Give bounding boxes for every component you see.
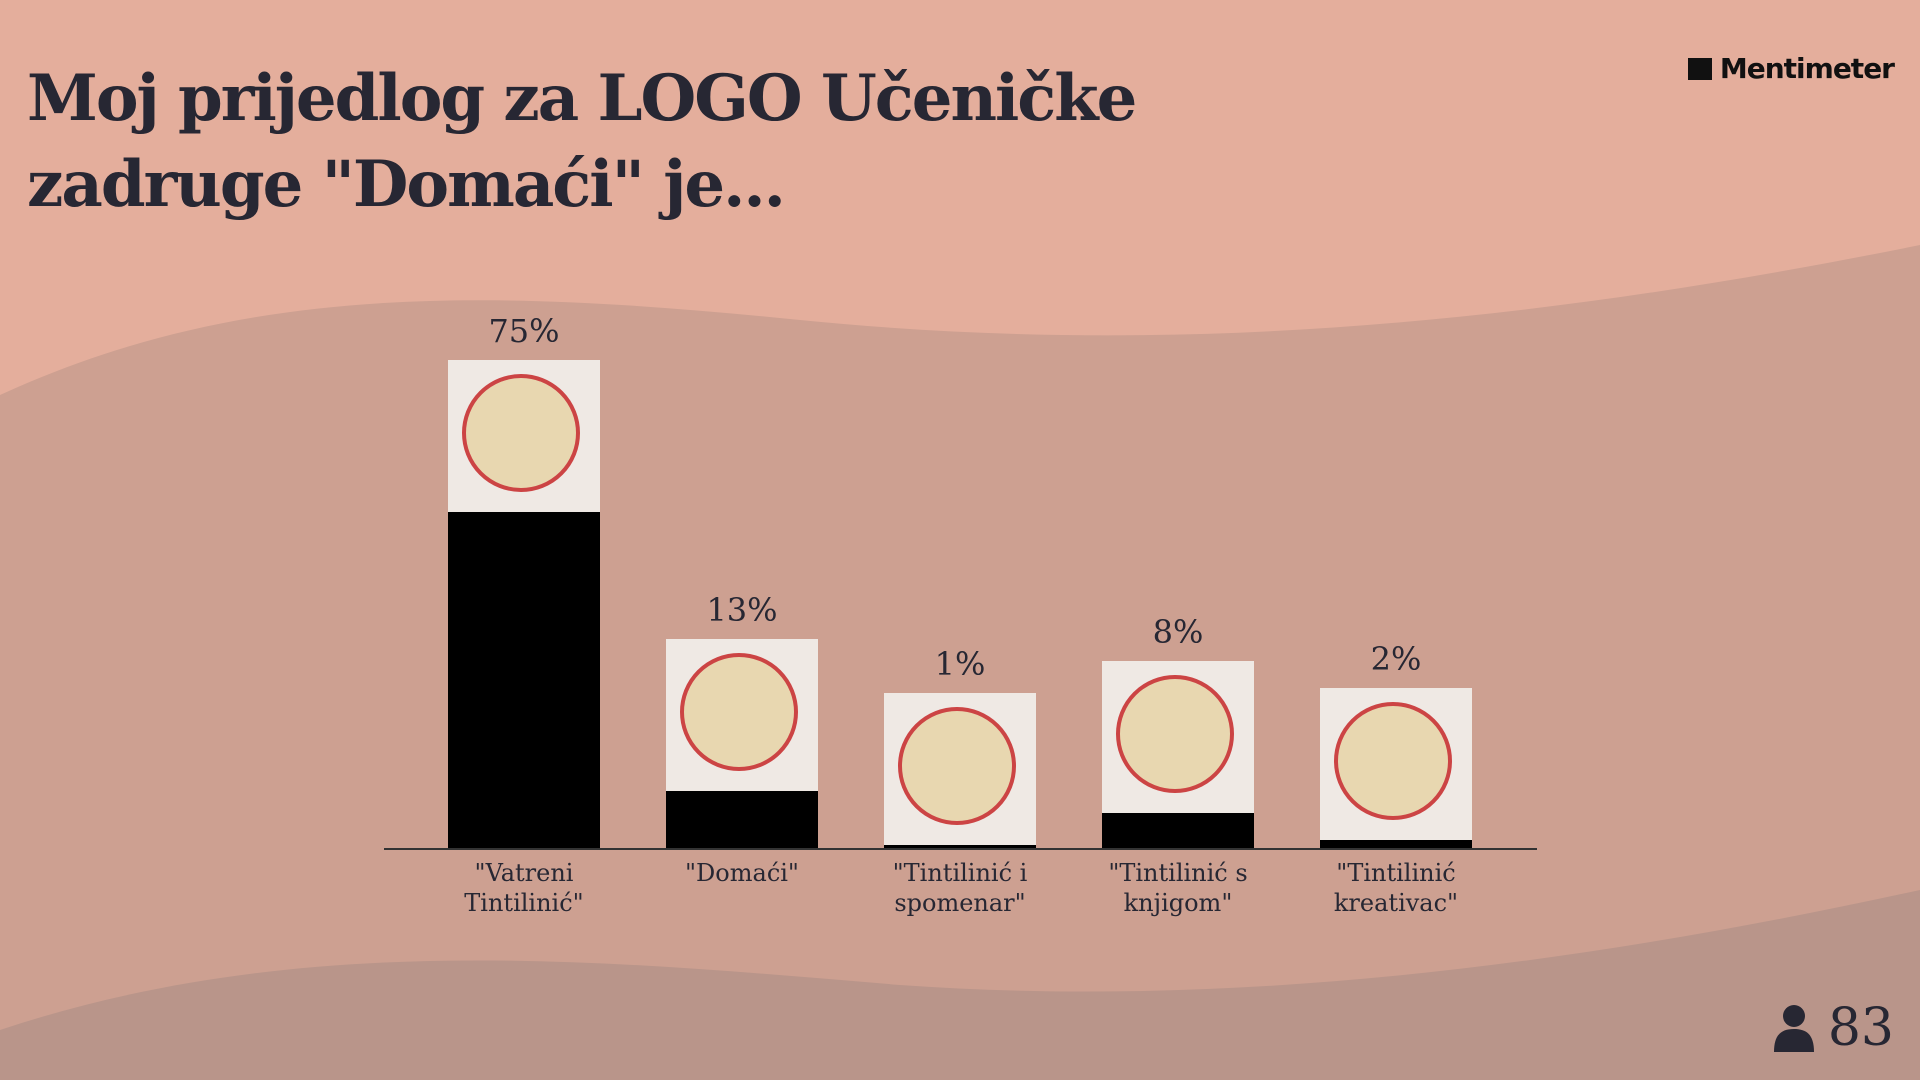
brand-name: Mentimeter [1719,52,1895,85]
baseline [384,848,1537,850]
bar-image [1102,661,1254,814]
bar [884,844,1036,849]
value-label: 75% [488,312,560,350]
chart-title: Moj prijedlog za LOGO Učeničke zadruge "… [27,61,1137,222]
category-label: "Tintilinić i spomenar" [892,859,1028,917]
value-label: 8% [1152,613,1204,652]
category-label: "Tintilinić s knjigom" [1108,859,1248,917]
value-label: 2% [1370,640,1422,678]
value-label: 1% [934,644,986,683]
category-label: "Vatreni Tintilinić" [464,859,584,917]
bar-image [448,360,600,512]
bar-image [666,638,818,791]
participant-count: 83 [1772,998,1894,1058]
value-label: 13% [706,590,778,629]
bar [448,512,600,849]
brand-logo: Mentimeter [1687,52,1895,85]
person-icon [1773,1005,1814,1052]
bar-image [884,692,1036,845]
bar [1102,813,1254,849]
category-label: "Domaći" [685,859,799,887]
bar [666,790,818,849]
category-label: "Tintilinić kreativac" [1333,859,1459,917]
bar-image [1320,688,1472,840]
participant-number: 83 [1827,998,1894,1058]
bar [1320,840,1472,849]
